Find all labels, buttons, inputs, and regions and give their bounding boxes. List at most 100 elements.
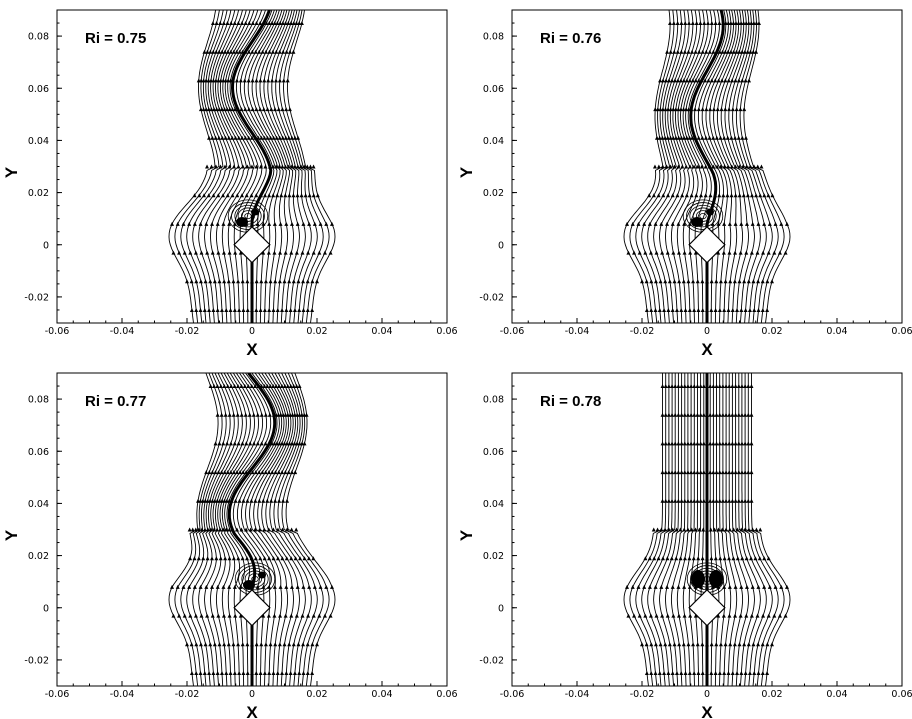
flow-arrow <box>253 470 258 475</box>
flow-arrow <box>666 78 671 83</box>
flow-arrow <box>254 307 259 312</box>
flow-arrow <box>263 412 268 417</box>
flow-arrow <box>203 279 208 284</box>
flow-arrow <box>705 384 709 389</box>
flow-arrow <box>649 642 654 647</box>
flow-arrow <box>714 135 719 140</box>
flow-arrow <box>733 441 738 446</box>
x-tick-label: 0.06 <box>436 326 457 337</box>
y-tick-label: 0.02 <box>28 551 49 562</box>
flow-arrow <box>682 470 687 475</box>
streamline <box>273 373 318 686</box>
flow-arrow <box>762 221 767 226</box>
flow-arrow <box>214 107 219 112</box>
flow-arrow <box>272 250 277 255</box>
flow-arrow <box>765 279 770 284</box>
flow-arrow <box>244 441 249 446</box>
flow-arrow <box>298 556 303 561</box>
flow-arrow <box>662 307 667 312</box>
flow-arrow <box>224 527 229 532</box>
flow-arrow <box>719 78 724 83</box>
flow-arrow <box>673 498 678 503</box>
flow-arrow <box>268 384 273 389</box>
recirculation-streamline <box>227 199 269 233</box>
flow-arrow <box>279 384 284 389</box>
flow-arrow <box>263 642 268 647</box>
flow-arrow <box>188 556 193 561</box>
flow-arrow <box>666 107 671 112</box>
flow-arrow <box>271 384 276 389</box>
tick-group: -0.06 -0.04 -0.02 0 0.02 0.04 0.06 -0.02 0 0.02 0.… <box>479 9 912 337</box>
flow-arrow <box>291 279 296 284</box>
flow-arrow <box>232 21 237 26</box>
flow-arrow <box>643 250 648 255</box>
flow-arrow <box>693 527 698 532</box>
flow-arrow <box>657 670 662 675</box>
flow-arrow <box>642 221 647 226</box>
flow-arrow <box>259 642 264 647</box>
flow-arrow <box>280 135 285 140</box>
flow-arrow <box>306 613 311 618</box>
flow-arrow <box>254 642 259 647</box>
streamline <box>647 10 686 323</box>
flow-arrow <box>663 642 668 647</box>
flow-arrow <box>730 441 735 446</box>
tick-group: -0.06 -0.04 -0.02 0 0.02 0.04 0.06 -0.02 0 0.02 0.… <box>479 372 912 700</box>
flow-arrow <box>739 441 744 446</box>
flow-arrow <box>700 307 705 312</box>
flow-arrow <box>721 21 726 26</box>
flow-arrow <box>716 527 721 532</box>
flow-arrow <box>238 613 243 618</box>
flow-arrow <box>198 670 203 675</box>
flow-arrow <box>268 642 273 647</box>
flow-arrow <box>736 21 741 26</box>
flow-arrow <box>733 78 738 83</box>
flow-arrow <box>271 670 276 675</box>
flow-arrow <box>660 250 665 255</box>
flow-arrow <box>699 193 704 198</box>
flow-arrow <box>277 642 282 647</box>
flow-arrow <box>287 279 292 284</box>
flow-arrow <box>277 279 282 284</box>
flow-arrow <box>209 527 214 532</box>
flow-arrow <box>709 21 714 26</box>
flow-arrow <box>292 135 297 140</box>
flow-arrow <box>666 384 671 389</box>
flow-arrow <box>699 164 704 169</box>
flow-arrow <box>300 250 305 255</box>
flow-arrow <box>216 193 221 198</box>
flow-arrow <box>253 384 258 389</box>
flow-arrow <box>756 584 761 589</box>
flow-arrow <box>318 221 323 226</box>
flow-arrow <box>275 556 280 561</box>
flow-arrow <box>284 221 289 226</box>
flow-arrow <box>300 613 305 618</box>
streamline <box>286 10 336 323</box>
flow-arrow <box>740 135 745 140</box>
flow-arrow <box>231 642 236 647</box>
flow-arrow <box>698 384 703 389</box>
flow-arrow <box>675 78 680 83</box>
flow-arrow <box>665 250 670 255</box>
flow-arrow <box>691 642 696 647</box>
flow-arrow <box>777 613 782 618</box>
flow-arrow <box>742 107 747 112</box>
flow-arrow <box>302 556 307 561</box>
streamlines <box>168 10 336 323</box>
flow-arrow <box>192 556 197 561</box>
y-tick-label: 0 <box>498 240 504 251</box>
flow-arrow <box>296 135 301 140</box>
flow-arrow <box>724 441 729 446</box>
streamline <box>215 10 247 323</box>
flow-arrow <box>722 135 727 140</box>
flow-arrow <box>272 441 277 446</box>
flow-arrow <box>708 527 713 532</box>
flow-arrow <box>269 107 274 112</box>
flow-arrow <box>270 470 275 475</box>
flow-arrow <box>753 556 758 561</box>
flow-arrow <box>700 642 705 647</box>
flow-arrow <box>232 584 237 589</box>
streamline <box>641 373 673 686</box>
flow-arrow <box>246 49 251 54</box>
